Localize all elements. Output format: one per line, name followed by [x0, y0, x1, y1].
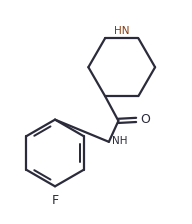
Text: O: O	[140, 113, 150, 126]
Text: HN: HN	[114, 26, 129, 37]
Text: NH: NH	[112, 136, 127, 146]
Text: F: F	[51, 194, 59, 207]
